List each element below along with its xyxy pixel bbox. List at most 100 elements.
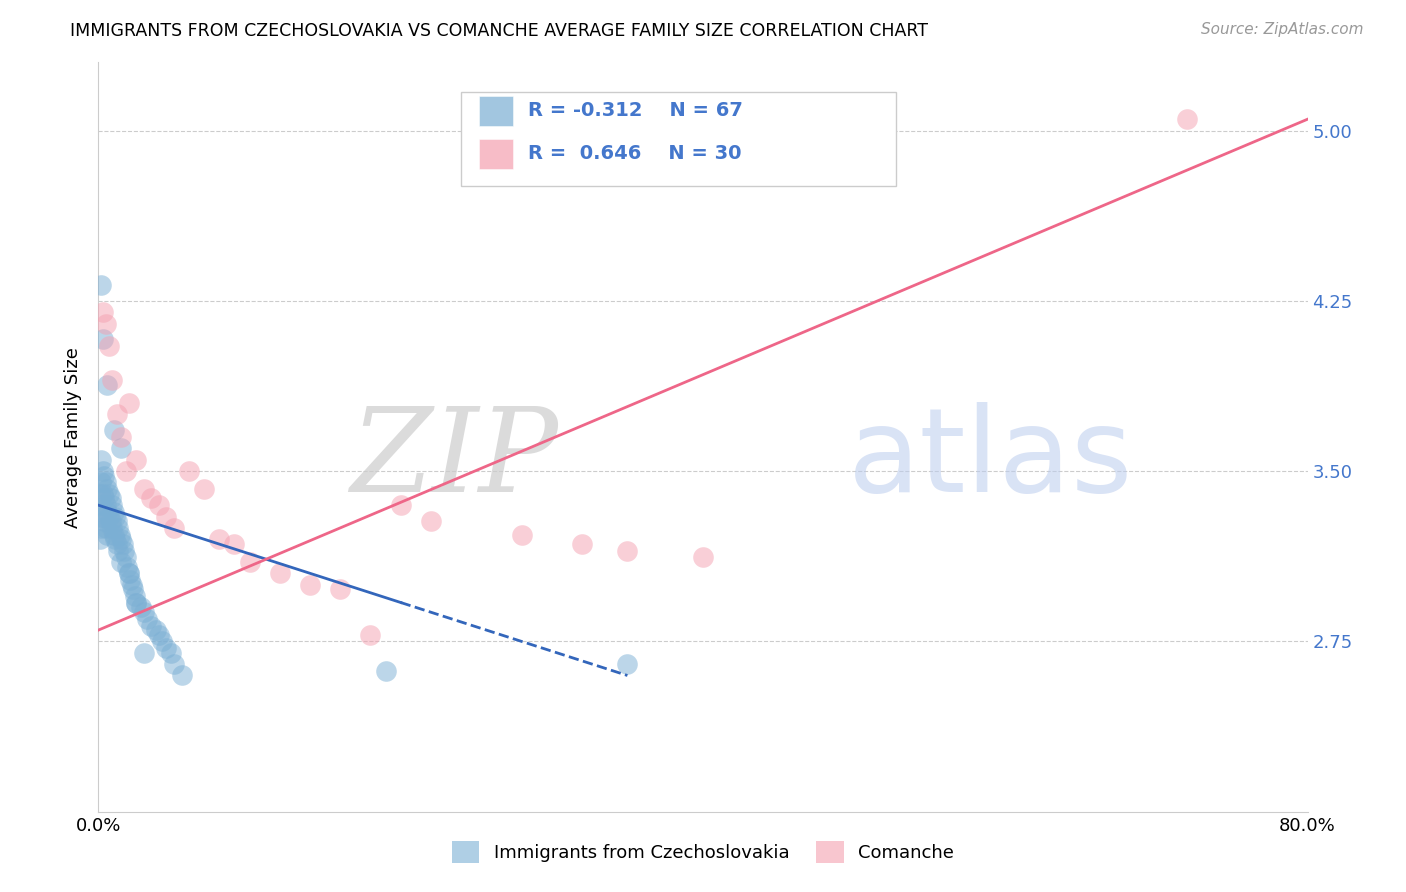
Point bbox=[329, 582, 352, 597]
Point bbox=[103, 423, 125, 437]
Point bbox=[107, 543, 129, 558]
Point bbox=[125, 596, 148, 610]
Point bbox=[90, 521, 112, 535]
Point bbox=[104, 533, 127, 547]
Point bbox=[100, 514, 122, 528]
Point bbox=[110, 533, 132, 547]
Text: ZIP: ZIP bbox=[350, 402, 558, 517]
Point bbox=[90, 498, 112, 512]
Point bbox=[114, 464, 136, 478]
Point bbox=[89, 533, 111, 547]
Point bbox=[510, 527, 533, 541]
Point bbox=[125, 596, 148, 610]
Text: R =  0.646    N = 30: R = 0.646 N = 30 bbox=[527, 145, 741, 163]
Point bbox=[96, 483, 118, 497]
Point bbox=[155, 509, 177, 524]
Point bbox=[94, 498, 117, 512]
FancyBboxPatch shape bbox=[461, 93, 897, 186]
Point bbox=[129, 600, 152, 615]
Point bbox=[160, 646, 183, 660]
Point bbox=[89, 487, 111, 501]
Point bbox=[90, 475, 112, 490]
Point bbox=[93, 468, 115, 483]
Point bbox=[101, 521, 124, 535]
Point bbox=[104, 509, 127, 524]
Point bbox=[299, 577, 322, 591]
Point bbox=[90, 452, 112, 467]
Point bbox=[224, 537, 246, 551]
Point bbox=[692, 550, 714, 565]
Point bbox=[360, 627, 382, 641]
Point bbox=[96, 377, 118, 392]
Point bbox=[148, 498, 170, 512]
Point bbox=[91, 464, 114, 478]
Point bbox=[89, 509, 111, 524]
Point bbox=[150, 634, 173, 648]
Point bbox=[616, 657, 638, 672]
Text: R = -0.312    N = 67: R = -0.312 N = 67 bbox=[527, 101, 742, 120]
Point bbox=[208, 533, 231, 547]
Point bbox=[122, 582, 145, 597]
Point bbox=[94, 317, 117, 331]
Point bbox=[107, 521, 129, 535]
Point bbox=[91, 333, 114, 347]
Point bbox=[105, 514, 128, 528]
Point bbox=[91, 305, 114, 319]
Point bbox=[193, 483, 215, 497]
FancyBboxPatch shape bbox=[479, 96, 513, 126]
Point bbox=[132, 605, 155, 619]
Point bbox=[91, 487, 114, 501]
Point bbox=[90, 277, 112, 292]
Point bbox=[155, 641, 177, 656]
Point bbox=[1175, 112, 1198, 127]
Point bbox=[120, 573, 142, 587]
Y-axis label: Average Family Size: Average Family Size bbox=[65, 347, 83, 527]
Point bbox=[98, 509, 121, 524]
Point bbox=[420, 514, 443, 528]
Point bbox=[135, 612, 157, 626]
Point bbox=[141, 491, 163, 506]
Point bbox=[269, 566, 291, 581]
Point bbox=[132, 483, 155, 497]
Text: atlas: atlas bbox=[848, 402, 1133, 517]
Point bbox=[118, 566, 141, 581]
Point bbox=[118, 566, 141, 581]
Point bbox=[112, 543, 135, 558]
Point bbox=[91, 509, 114, 524]
Point bbox=[389, 498, 412, 512]
Point bbox=[96, 527, 118, 541]
Point bbox=[94, 521, 117, 535]
Point bbox=[93, 491, 115, 506]
Point bbox=[110, 442, 132, 456]
FancyBboxPatch shape bbox=[479, 139, 513, 169]
Text: IMMIGRANTS FROM CZECHOSLOVAKIA VS COMANCHE AVERAGE FAMILY SIZE CORRELATION CHART: IMMIGRANTS FROM CZECHOSLOVAKIA VS COMANC… bbox=[70, 22, 928, 40]
Point bbox=[571, 537, 593, 551]
Point bbox=[163, 657, 186, 672]
Point bbox=[145, 623, 167, 637]
Legend: Immigrants from Czechoslovakia, Comanche: Immigrants from Czechoslovakia, Comanche bbox=[444, 834, 962, 870]
Point bbox=[121, 577, 143, 591]
Point bbox=[170, 668, 193, 682]
Point bbox=[105, 537, 128, 551]
Text: Source: ZipAtlas.com: Source: ZipAtlas.com bbox=[1201, 22, 1364, 37]
Point bbox=[93, 514, 115, 528]
Point bbox=[103, 527, 125, 541]
Point bbox=[115, 559, 138, 574]
Point bbox=[101, 373, 124, 387]
Point bbox=[114, 550, 136, 565]
Point bbox=[98, 339, 121, 353]
Point bbox=[100, 491, 122, 506]
Point bbox=[163, 521, 186, 535]
Point bbox=[118, 396, 141, 410]
Point bbox=[110, 555, 132, 569]
Point bbox=[132, 646, 155, 660]
Point bbox=[111, 537, 134, 551]
Point bbox=[94, 475, 117, 490]
Point bbox=[125, 452, 148, 467]
Point bbox=[110, 430, 132, 444]
Point bbox=[374, 664, 396, 678]
Point bbox=[148, 627, 170, 641]
Point bbox=[239, 555, 262, 569]
Point bbox=[96, 505, 118, 519]
Point bbox=[179, 464, 201, 478]
